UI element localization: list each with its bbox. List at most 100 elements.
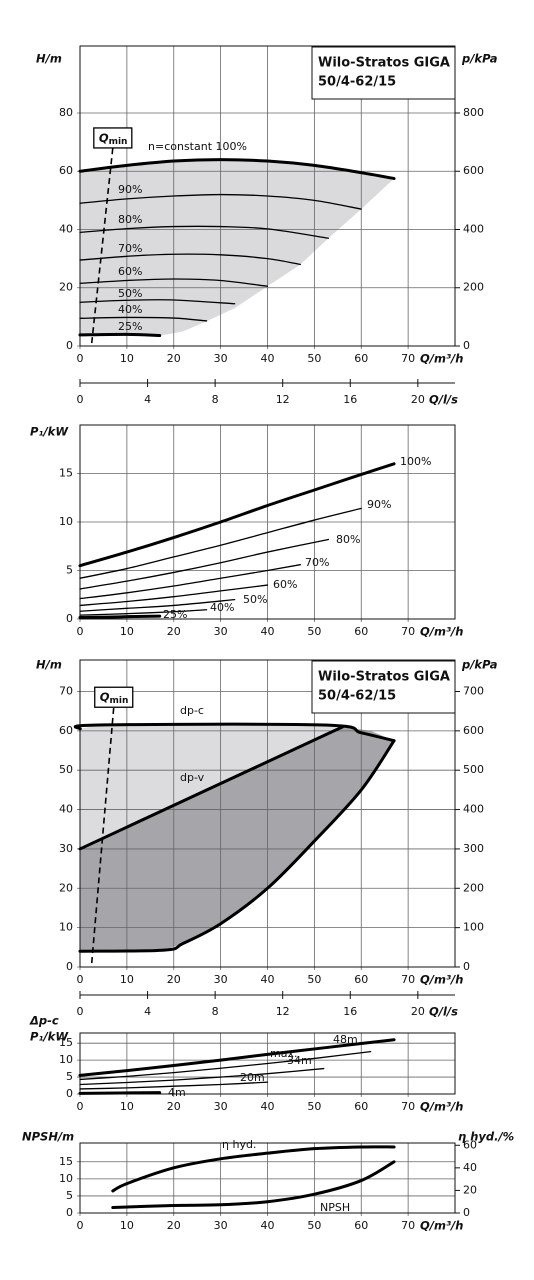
curve [79, 609, 208, 616]
x2-axis-label: Q/l/s [429, 393, 458, 407]
y2-tick-label: 300 [463, 842, 484, 855]
y2-tick-label: 100 [463, 921, 484, 934]
curve-label: 34m [287, 1054, 312, 1067]
qmin-box [94, 686, 134, 708]
x-tick-label: 40 [261, 352, 275, 365]
y2-tick-label: 20 [463, 1183, 477, 1196]
y-tick-label: 20 [59, 281, 73, 294]
y-tick-label: 20 [59, 881, 73, 894]
x-tick-label: 60 [354, 625, 368, 638]
curve [79, 598, 236, 612]
curve-label: η hyd. [222, 1138, 256, 1151]
y-tick-label: 0 [66, 612, 73, 625]
x-tick-label: 60 [354, 1100, 368, 1113]
x-tick-label: 10 [120, 352, 134, 365]
y2-tick-label: 700 [463, 684, 484, 697]
x-tick-label: 10 [120, 625, 134, 638]
curve-label: dp-c [180, 704, 204, 717]
curve [78, 462, 396, 568]
x-tick-label: 40 [261, 625, 275, 638]
y-tick-label: 5 [66, 1070, 73, 1083]
curve [79, 538, 330, 590]
curve [79, 507, 362, 579]
x2-tick-label: 0 [77, 393, 84, 406]
curve-label: 90% [118, 183, 142, 196]
plot-frame [79, 1142, 456, 1214]
x-tick-label: 20 [167, 625, 181, 638]
curve [79, 225, 330, 239]
qmin-label: Qmin [99, 130, 128, 146]
y-tick-label: 40 [59, 222, 73, 235]
curve [79, 193, 362, 210]
y-tick-label: 0 [66, 1087, 73, 1100]
plot-frame [79, 1032, 456, 1095]
x-tick-label: 40 [261, 1100, 275, 1113]
x2-tick-label: 8 [212, 1005, 219, 1018]
curve-label: n=constant 100% [148, 140, 247, 153]
x-tick-label: 50 [307, 625, 321, 638]
x-tick-label: 0 [77, 352, 84, 365]
x-tick-label: 50 [307, 1100, 321, 1113]
curve-label: 60% [118, 265, 142, 278]
y2-tick-label: 400 [463, 803, 484, 816]
plot-frame [79, 45, 456, 347]
curve [79, 316, 208, 322]
y-axis-label: H/m [36, 658, 62, 672]
y-tick-label: 10 [59, 1053, 73, 1066]
x-tick-label: 10 [120, 1100, 134, 1113]
qmin-symbol: Q [100, 690, 110, 704]
curve [78, 739, 396, 953]
x-axis-label: Q/m³/h [420, 1100, 463, 1114]
qmin-symbol: Q [99, 130, 109, 144]
curve-label: 40% [210, 601, 234, 614]
x-tick-label: 0 [77, 1100, 84, 1113]
y-tick-label: 40 [59, 803, 73, 816]
x2-tick-label: 20 [411, 393, 425, 406]
y-tick-label: 60 [59, 164, 73, 177]
curve [79, 1050, 372, 1081]
y-tick-label: 10 [59, 921, 73, 934]
x-axis-label: Q/m³/h [420, 625, 463, 639]
x-tick-label: 30 [214, 973, 228, 986]
qmin-line [90, 707, 115, 964]
y-tick-label: 5 [66, 564, 73, 577]
qmin-box [93, 127, 133, 149]
y2-axis-label: p/kPa [461, 52, 498, 66]
curve-label: 25% [163, 608, 187, 621]
y-axis-label: NPSH/m [22, 1130, 74, 1144]
chart-title: Wilo-Stratos GIGA [318, 670, 450, 685]
x-tick-label: 70 [401, 973, 415, 986]
x2-tick-label: 20 [411, 1005, 425, 1018]
curve-label: 80% [118, 213, 142, 226]
x-tick-label: 70 [401, 352, 415, 365]
y-tick-label: 70 [59, 684, 73, 697]
curve [111, 1145, 396, 1193]
x2-tick-label: 16 [343, 1005, 357, 1018]
curve [78, 614, 162, 620]
curve-label: 70% [118, 242, 142, 255]
y2-tick-label: 800 [463, 106, 484, 119]
x-tick-label: 70 [401, 1100, 415, 1113]
qmin-subscript: min [109, 136, 128, 146]
x2-tick-label: 4 [144, 393, 151, 406]
chart-title: Wilo-Stratos GIGA [318, 56, 450, 71]
x-tick-label: 40 [261, 973, 275, 986]
x-tick-label: 70 [401, 625, 415, 638]
curve-label: 100% [400, 455, 431, 468]
curve-label: NPSH [320, 1201, 350, 1214]
x-tick-label: 20 [167, 1219, 181, 1232]
x-tick-label: 20 [167, 1100, 181, 1113]
curve [111, 1160, 396, 1210]
operating-area [80, 159, 395, 336]
x-axis-label: Q/m³/h [420, 973, 463, 987]
x-tick-label: 60 [354, 973, 368, 986]
y2-tick-label: 500 [463, 763, 484, 776]
qmin-line [90, 147, 114, 344]
x-tick-label: 30 [214, 352, 228, 365]
y-tick-label: 80 [59, 106, 73, 119]
y2-tick-label: 200 [463, 281, 484, 294]
curve [79, 564, 301, 600]
plot-frame [79, 659, 456, 968]
x-tick-label: 50 [307, 1219, 321, 1232]
